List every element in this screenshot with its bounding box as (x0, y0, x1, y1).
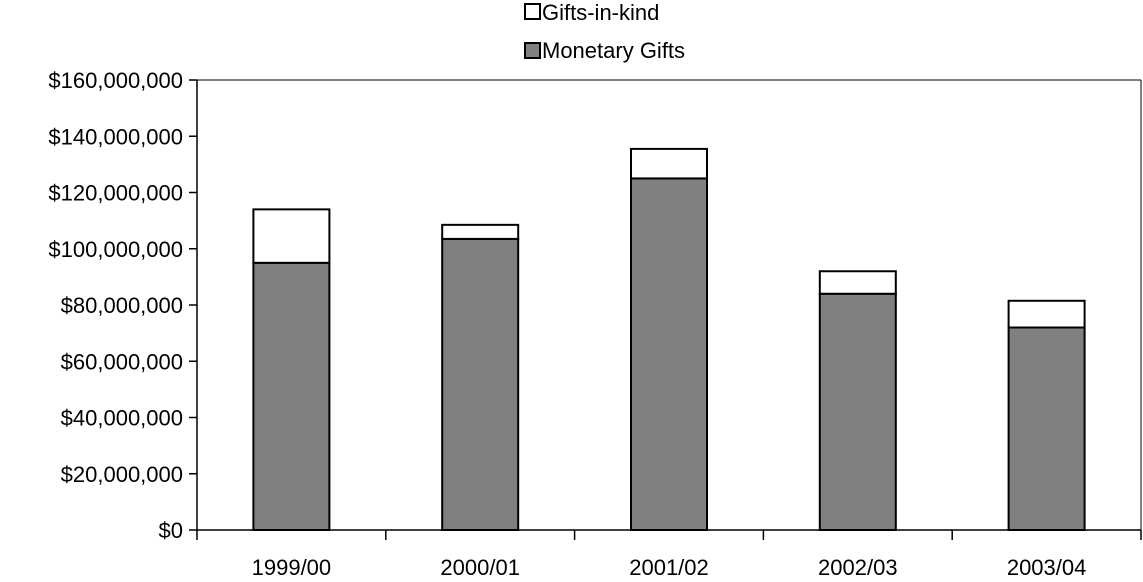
y-tick-label: $100,000,000 (48, 237, 183, 262)
legend: Gifts-in-kind Monetary Gifts (524, 0, 685, 63)
y-tick-label: $20,000,000 (61, 462, 183, 487)
y-tick-label: $40,000,000 (61, 406, 183, 431)
legend-swatch-gifts-in-kind (524, 3, 541, 20)
x-tick-label: 2002/03 (818, 555, 898, 580)
monetary-gifts-bar (1007, 326, 1086, 531)
gifts-in-kind-bar (441, 223, 520, 240)
y-tick-label: $120,000,000 (48, 181, 183, 206)
gifts-in-kind-bar (252, 208, 331, 264)
legend-label-monetary-gifts: Monetary Gifts (542, 38, 685, 63)
y-tick-label: $0 (159, 518, 183, 543)
gifts-in-kind-bar (630, 147, 708, 180)
x-tick-label: 1999/00 (252, 555, 332, 580)
gifts-in-kind-bar (818, 270, 897, 295)
legend-swatch-monetary-gifts (524, 42, 541, 59)
y-tick-label: $140,000,000 (48, 124, 183, 149)
x-tick-label: 2000/01 (440, 555, 520, 580)
monetary-gifts-bar (252, 261, 331, 531)
x-tick-label: 2003/04 (1007, 555, 1087, 580)
gifts-in-kind-bar (1007, 299, 1086, 329)
y-tick-label: $80,000,000 (61, 293, 183, 318)
plot-area: $0 $20,000,000 $40,000,000 $60,000,000 $80,0… (48, 68, 1142, 580)
y-tick-label: $160,000,000 (48, 68, 183, 93)
monetary-gifts-bar (630, 177, 708, 531)
x-tick-label: 2001/02 (629, 555, 709, 580)
monetary-gifts-bar (818, 292, 897, 531)
monetary-gifts-bar (441, 237, 520, 531)
legend-label-gifts-in-kind: Gifts-in-kind (542, 0, 659, 25)
y-tick-label: $60,000,000 (61, 349, 183, 374)
